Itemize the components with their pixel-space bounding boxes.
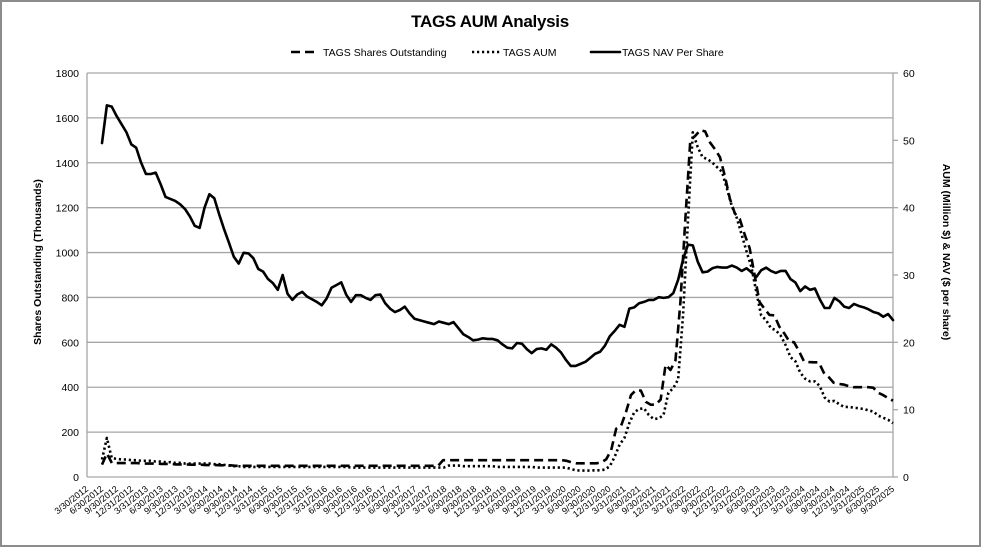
y-right-tick-label: 30 <box>903 270 915 282</box>
legend: TAGS Shares Outstanding TAGS AUM TAGS NA… <box>291 47 724 59</box>
axes <box>86 72 898 478</box>
y-left-tick-label: 800 <box>61 292 79 304</box>
chart-title: TAGS AUM Analysis <box>411 12 569 31</box>
legend-item-nav-per-share: TAGS NAV Per Share <box>589 47 724 59</box>
legend-item-shares-outstanding: TAGS Shares Outstanding <box>291 47 447 59</box>
y-right-tick-label: 10 <box>903 405 915 417</box>
gridlines <box>87 72 893 433</box>
legend-item-aum: TAGS AUM <box>472 47 556 59</box>
plot-series <box>100 104 895 472</box>
y-right-axis-title: AUM (Million $) & NAV ($ per share) <box>940 164 952 341</box>
y-left-tick-label: 1600 <box>56 113 80 125</box>
y-left-tick-label: 400 <box>61 382 79 394</box>
y-left-tick-label: 1400 <box>56 158 80 170</box>
series-line-tags-nav-per-share <box>100 104 895 368</box>
y-left-tick-label: 1800 <box>56 68 80 80</box>
y-left-tick-label: 600 <box>61 337 79 349</box>
y-right-tick-labels: 0 10 20 30 40 50 60 <box>903 68 915 484</box>
y-left-tick-label: 200 <box>61 427 79 439</box>
y-right-tick-label: 60 <box>903 68 915 80</box>
legend-label: TAGS Shares Outstanding <box>323 47 447 59</box>
legend-label: TAGS AUM <box>503 47 556 59</box>
y-left-tick-label: 0 <box>73 472 79 484</box>
y-right-tick-label: 40 <box>903 203 915 215</box>
y-left-tick-labels: 0 200 400 600 800 1000 1200 1400 1600 1800 <box>56 68 80 484</box>
y-left-tick-label: 1200 <box>56 203 80 215</box>
y-right-tick-label: 0 <box>903 472 909 484</box>
y-left-axis-title: Shares Outstanding (Thousands) <box>32 179 44 345</box>
series-line-tags-aum <box>100 130 894 472</box>
legend-label: TAGS NAV Per Share <box>622 47 724 59</box>
y-left-tick-label: 1000 <box>56 248 80 260</box>
y-right-tick-label: 20 <box>903 337 915 349</box>
y-right-tick-label: 50 <box>903 135 915 147</box>
